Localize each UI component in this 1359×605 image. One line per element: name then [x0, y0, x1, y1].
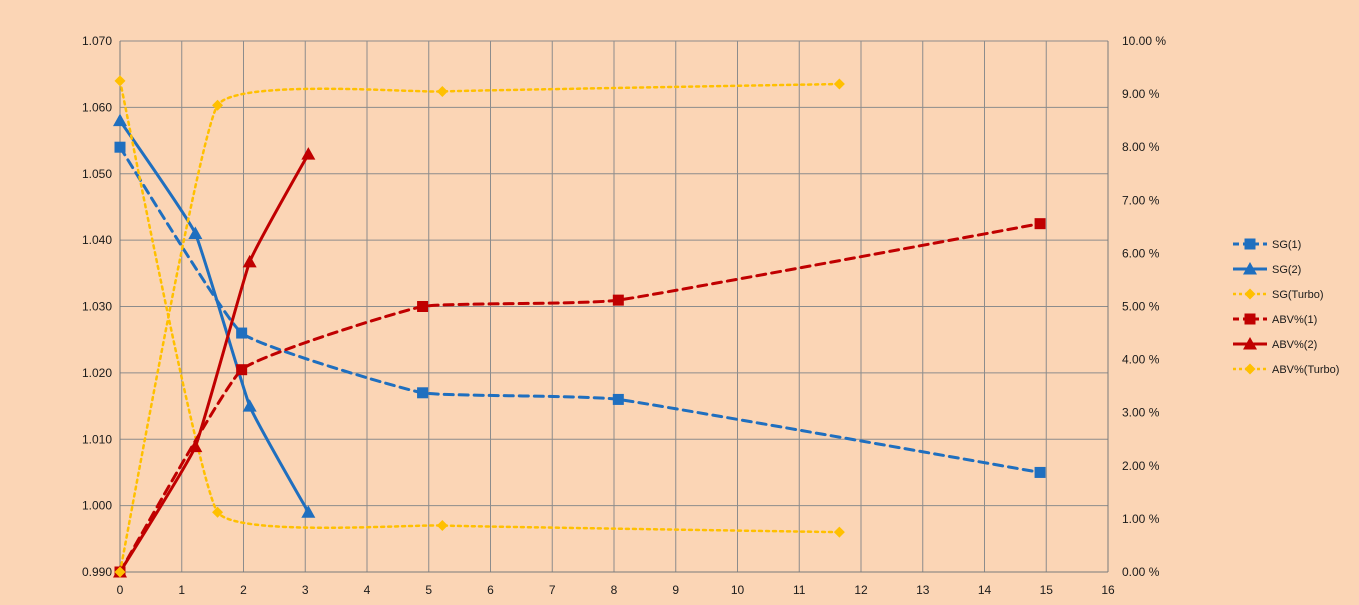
data-point-sg-1-: [417, 387, 429, 399]
x-tick-label: 1: [178, 583, 185, 597]
y-tick-label: 1.040: [82, 233, 112, 247]
data-point-abv-1-: [417, 301, 429, 312]
x-tick-label: 4: [364, 583, 371, 597]
x-tick-label: 12: [854, 583, 868, 597]
series-markers: [113, 75, 1046, 578]
series-line-sg-2-: [118, 119, 310, 514]
data-point-abv-turbo-: [212, 99, 224, 111]
x-tick-label: 10: [731, 583, 745, 597]
y-tick-label: 1.030: [82, 300, 112, 314]
legend-marker: [1243, 337, 1257, 350]
x-tick-label: 16: [1101, 583, 1115, 597]
y2-tick-label: 1.00 %: [1122, 512, 1160, 526]
data-point-abv-1-: [612, 294, 624, 306]
y-tick-label: 0.990: [82, 565, 112, 579]
data-point-abv-1-: [236, 364, 248, 376]
x-tick-label: 13: [916, 583, 930, 597]
x-tick-label: 14: [978, 583, 992, 597]
y-tick-label: 1.010: [82, 432, 112, 446]
data-point-sg-1-: [114, 141, 126, 153]
data-point-sg-2-: [301, 505, 316, 518]
data-point-abv-2-: [301, 147, 316, 160]
data-point-sg-1-: [236, 327, 248, 339]
legend: SG(1) SG(2) SG(Turbo) ABV%(1) ABV%(2) ABV%(Tu…: [1233, 238, 1339, 376]
y2-tick-label: 2.00 %: [1122, 459, 1160, 473]
legend-marker: [1244, 238, 1256, 250]
legend-label: SG(Turbo): [1272, 289, 1324, 301]
y2-tick-label: 9.00 %: [1122, 87, 1160, 101]
series-line-abv-2-: [118, 152, 310, 574]
y-tick-label: 1.020: [82, 366, 112, 380]
y-tick-label: 1.070: [82, 34, 112, 48]
data-point-abv-turbo-: [436, 85, 448, 97]
y2-tick-label: 7.00 %: [1122, 193, 1160, 207]
legend-label: SG(2): [1272, 264, 1301, 276]
data-point-abv-2-: [242, 254, 257, 268]
legend-label: ABV%(2): [1272, 339, 1317, 351]
x-tick-label: 15: [1040, 583, 1054, 597]
legend-marker: [1244, 363, 1256, 375]
y-tick-label: 1.000: [82, 499, 112, 513]
data-point-sg-2-: [242, 399, 257, 412]
data-point-sg-turbo-: [114, 75, 126, 87]
y2-tick-label: 6.00 %: [1122, 246, 1160, 260]
data-point-abv-2-: [188, 439, 203, 453]
data-point-sg-turbo-: [436, 520, 448, 532]
y2-tick-label: 4.00 %: [1122, 353, 1160, 367]
legend-marker: [1243, 262, 1257, 275]
legend-marker: [1244, 313, 1256, 325]
series-lines: [118, 79, 1042, 574]
series-line-abv-turbo-: [118, 82, 841, 574]
data-point-abv-1-: [1034, 218, 1046, 230]
x-tick-label: 6: [487, 583, 494, 597]
data-point-sg-2-: [113, 113, 127, 127]
data-point-sg-1-: [612, 393, 624, 405]
y2-tick-label: 5.00 %: [1122, 300, 1160, 314]
y2-tick-label: 8.00 %: [1122, 140, 1160, 154]
data-point-abv-turbo-: [833, 78, 845, 90]
axes: 0 1 2 3 4 5 6 7 8 9 10 11 12 13 14 15 160.9901.0001.0101…: [82, 34, 1166, 597]
data-point-sg-turbo-: [212, 506, 224, 518]
data-point-abv-turbo-: [114, 566, 126, 578]
y-tick-label: 1.060: [82, 100, 112, 114]
data-point-sg-2-: [188, 226, 203, 239]
y2-tick-label: 3.00 %: [1122, 406, 1160, 420]
y2-tick-label: 0.00 %: [1122, 565, 1160, 579]
series-line-sg-turbo-: [118, 79, 841, 534]
legend-label: ABV%(Turbo): [1272, 364, 1339, 376]
x-tick-label: 2: [240, 583, 247, 597]
y-tick-label: 1.050: [82, 167, 112, 181]
legend-marker: [1244, 288, 1256, 300]
legend-label: ABV%(1): [1272, 314, 1317, 326]
gridlines: [119, 40, 1109, 573]
data-point-sg-turbo-: [833, 526, 845, 538]
x-tick-label: 7: [549, 583, 556, 597]
x-tick-label: 5: [425, 583, 432, 597]
x-tick-label: 3: [302, 583, 309, 597]
x-tick-label: 0: [117, 583, 124, 597]
x-tick-label: 9: [672, 583, 679, 597]
x-tick-label: 8: [611, 583, 618, 597]
y2-tick-label: 10.00 %: [1122, 34, 1166, 48]
data-point-sg-1-: [1034, 466, 1046, 478]
x-tick-label: 11: [793, 583, 806, 597]
legend-label: SG(1): [1272, 239, 1301, 251]
series-line-abv-1-: [118, 222, 1042, 574]
